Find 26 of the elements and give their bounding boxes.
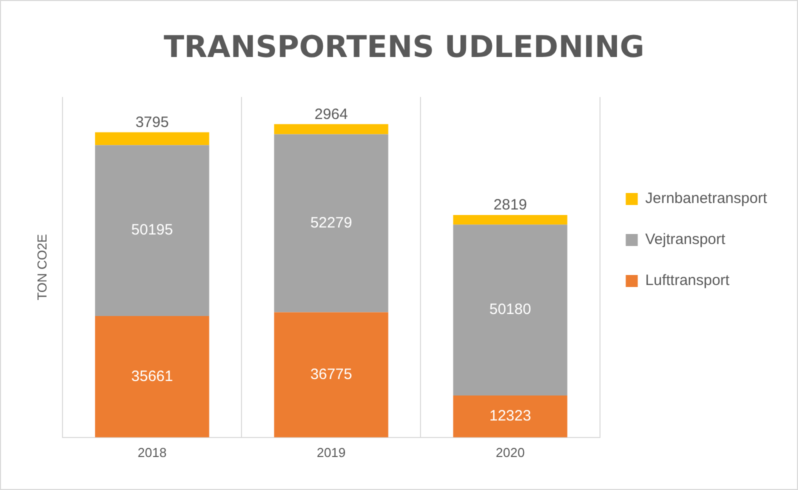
- bar: [453, 224, 568, 396]
- data-label: 2819: [494, 196, 527, 214]
- bar: [95, 316, 210, 438]
- data-label: 50180: [489, 301, 532, 318]
- legend-label: Jernbanetransport: [645, 190, 768, 208]
- bar: [274, 134, 388, 312]
- y-axis-title: TON CO2E: [34, 234, 50, 300]
- data-label: 2964: [314, 106, 348, 123]
- bar: [95, 145, 210, 316]
- x-tick-label: 2019: [316, 444, 346, 460]
- data-label: 50195: [131, 222, 173, 239]
- data-label: 52279: [310, 214, 352, 232]
- bar: [453, 215, 568, 225]
- data-label: 36775: [310, 366, 352, 383]
- legend-label: Lufttransport: [645, 272, 730, 290]
- chart-title: TRANSPORTENS UDLEDNING: [164, 30, 644, 65]
- bar: [274, 124, 388, 134]
- data-label: 3795: [135, 114, 169, 131]
- bar: [274, 312, 388, 438]
- bar: [95, 132, 210, 146]
- bar: [453, 395, 568, 438]
- x-tick-label: 2020: [496, 444, 525, 460]
- data-label: 35661: [131, 368, 173, 385]
- legend-label: Vejtransport: [645, 231, 726, 248]
- data-label: 12323: [489, 408, 532, 425]
- x-tick-label: 2018: [138, 444, 167, 460]
